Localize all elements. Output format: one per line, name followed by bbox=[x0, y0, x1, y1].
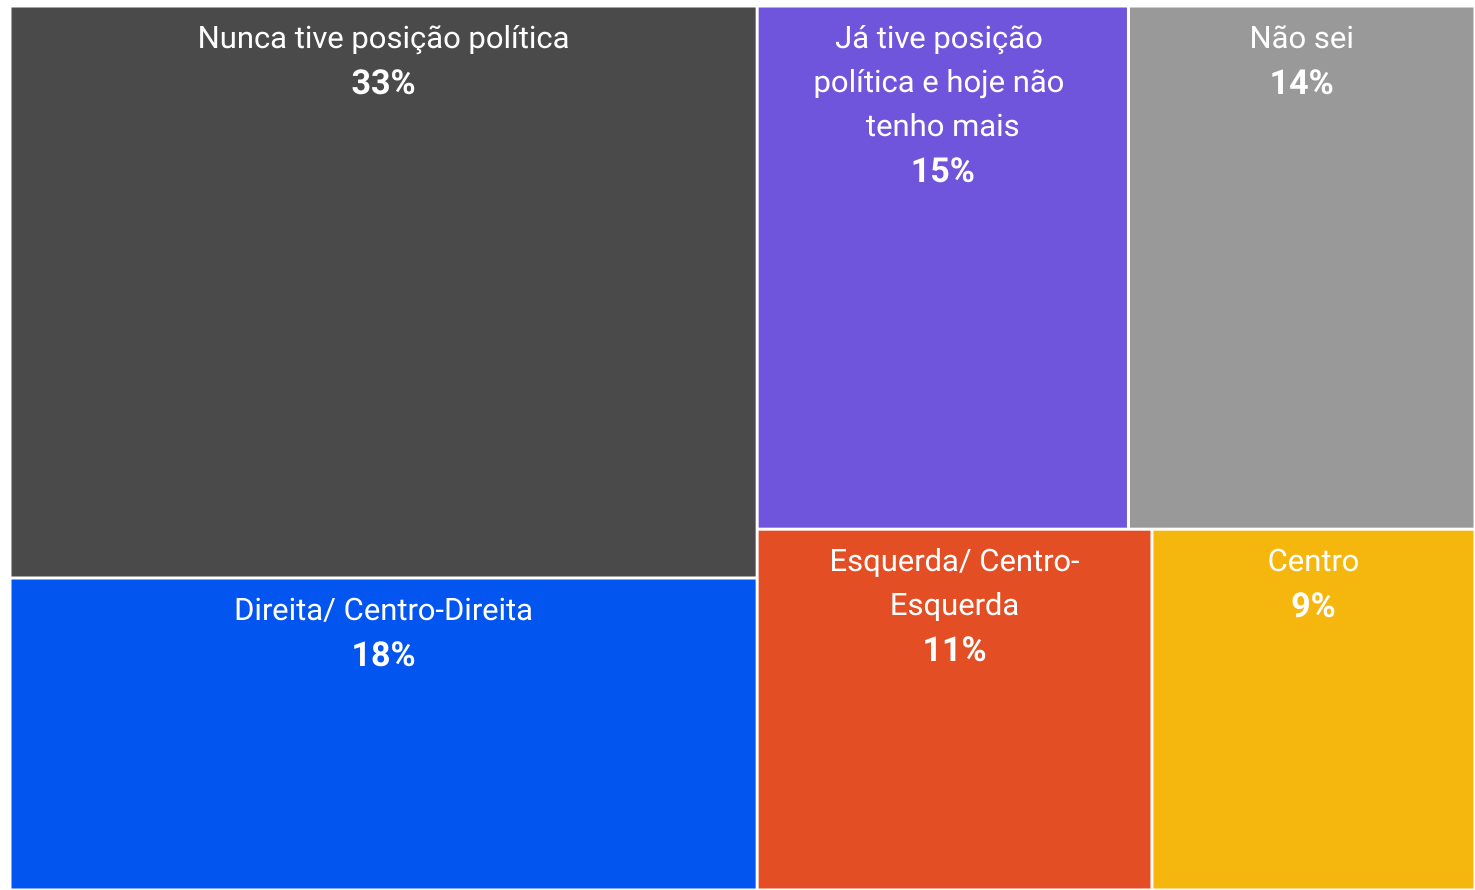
label-line: Esquerda/ Centro- bbox=[829, 542, 1079, 579]
treemap-cell bbox=[758, 530, 1151, 889]
treemap-cell bbox=[1129, 7, 1474, 528]
label-line: Não sei bbox=[1250, 19, 1354, 56]
label-line: política e hoje não bbox=[814, 63, 1073, 100]
value-label: 11% bbox=[922, 630, 986, 670]
cell-label: Centro bbox=[1268, 542, 1360, 579]
value-label: 14% bbox=[1270, 63, 1334, 103]
label-line: Direita/ Centro-Direita bbox=[234, 591, 533, 628]
label-line: tenho mais bbox=[866, 107, 1020, 144]
treemap-cell bbox=[758, 7, 1127, 528]
label-line: Nunca tive posição política bbox=[198, 19, 570, 56]
cell-label: Não sei bbox=[1250, 19, 1354, 56]
treemap-cell bbox=[1153, 530, 1474, 889]
label-line: Já tive posição bbox=[835, 19, 1050, 56]
label-line: Centro bbox=[1268, 542, 1360, 579]
cell-label: Nunca tive posição política bbox=[198, 19, 570, 56]
treemap-cell bbox=[11, 579, 756, 889]
value-label: 9% bbox=[1291, 586, 1336, 626]
value-label: 33% bbox=[351, 63, 415, 103]
cell-label: Já tive posição política e hoje não tenh… bbox=[814, 19, 1073, 144]
treemap-cell bbox=[11, 7, 756, 577]
cell-label: Direita/ Centro-Direita bbox=[234, 591, 533, 628]
cell-label: Esquerda/ Centro- Esquerda bbox=[829, 542, 1079, 623]
label-line: Esquerda bbox=[890, 586, 1019, 623]
value-label: 15% bbox=[911, 151, 975, 191]
value-label: 18% bbox=[351, 635, 415, 675]
